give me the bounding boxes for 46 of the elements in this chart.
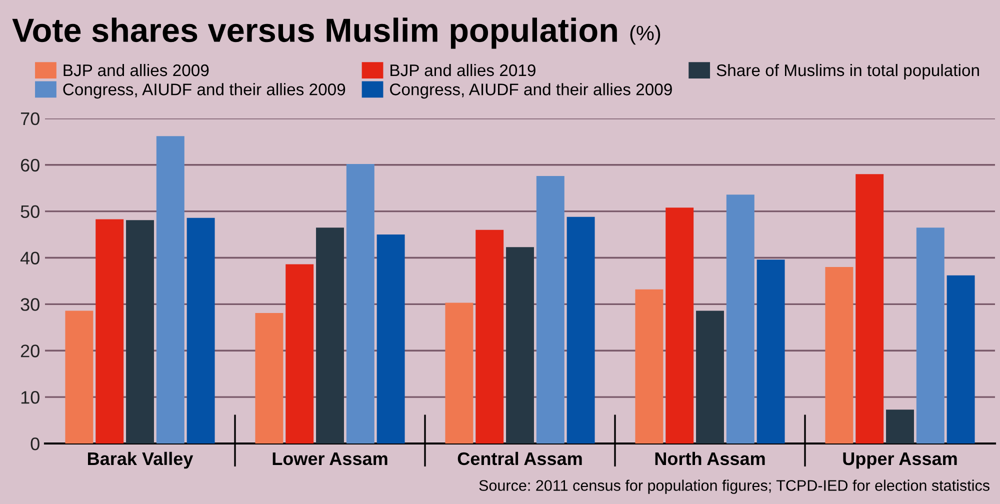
bar xyxy=(186,218,215,444)
bar xyxy=(566,216,595,444)
bar xyxy=(726,194,754,444)
y-axis-title: (%) xyxy=(630,25,660,45)
bar xyxy=(376,234,405,444)
legend-label: BJP and allies 2019 xyxy=(390,64,536,76)
bar xyxy=(286,264,314,444)
legend-label: Congress, AIUDF and their allies 2009 xyxy=(390,83,672,99)
bar xyxy=(506,247,534,444)
y-tick-label: 30 xyxy=(20,298,40,311)
bar xyxy=(255,313,284,444)
x-tick-label: Upper Assam xyxy=(843,452,957,469)
legend-label: Share of Muslims in total population xyxy=(716,64,979,80)
x-tick-label: Lower Assam xyxy=(272,452,388,466)
bar xyxy=(916,228,944,444)
bar xyxy=(635,289,664,444)
x-tick-label: North Assam xyxy=(655,452,765,466)
bar xyxy=(346,164,374,444)
bar xyxy=(476,230,504,444)
y-tick-label: 10 xyxy=(21,391,40,404)
bar xyxy=(96,219,124,444)
bar xyxy=(156,136,184,444)
y-tick-label: 70 xyxy=(20,112,40,126)
y-tick-label: 40 xyxy=(20,252,40,264)
legend-label: Congress, AIUDF and their allies 2009 xyxy=(63,83,346,99)
bar xyxy=(445,302,474,444)
bar xyxy=(316,228,344,444)
bar xyxy=(696,310,724,444)
y-tick-label: 20 xyxy=(20,344,40,358)
bar xyxy=(536,176,564,444)
y-tick-label: 0 xyxy=(30,437,40,450)
source-note: Source: 2011 census for population figures; TCPD-IED for election statistics xyxy=(479,480,990,494)
x-tick-label: Barak Valley xyxy=(88,452,194,469)
bar xyxy=(946,275,975,444)
y-tick-label: 50 xyxy=(20,205,40,218)
bar xyxy=(756,260,785,444)
bar xyxy=(126,220,154,444)
bar xyxy=(666,208,694,444)
legend-label: BJP and allies 2009 xyxy=(64,64,209,76)
bar xyxy=(856,174,884,444)
y-tick-label: 60 xyxy=(20,158,40,172)
bar xyxy=(886,410,914,444)
x-tick-label: Central Assam xyxy=(458,452,582,466)
bar xyxy=(65,310,94,444)
bar xyxy=(825,267,854,444)
chart-title: Vote shares versus Muslim population xyxy=(12,18,617,49)
